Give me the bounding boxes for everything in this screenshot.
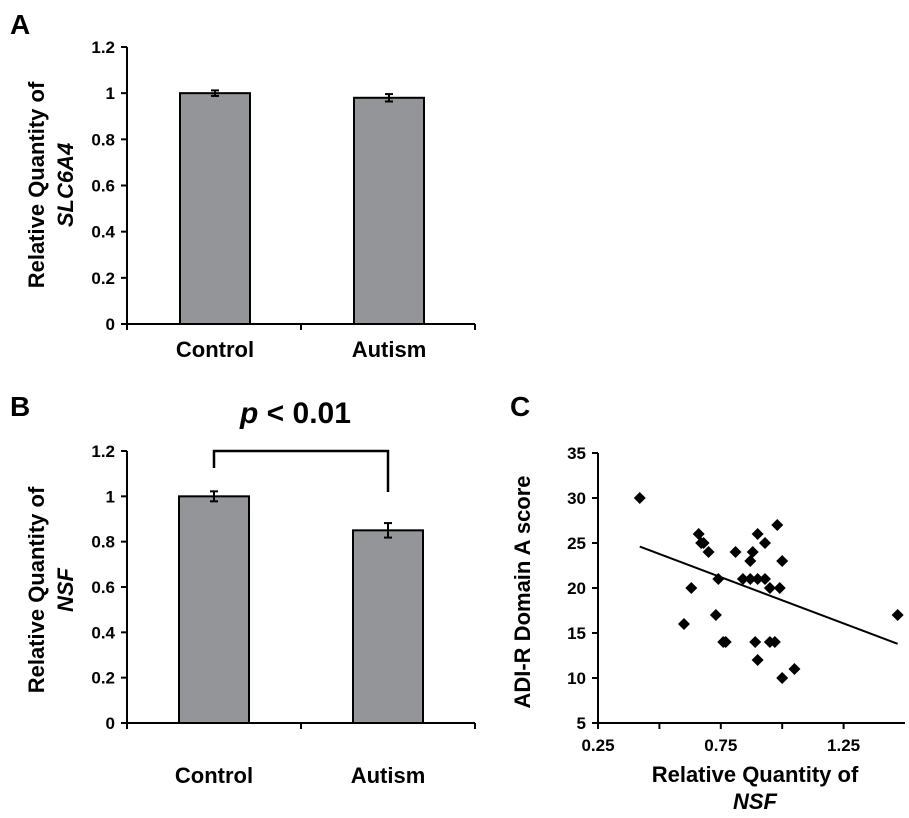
data-point [788, 663, 801, 675]
data-point [719, 636, 732, 648]
panel-b-y-tick-label: 0.2 [91, 669, 115, 688]
panel-c-y-tick-label: 30 [567, 489, 586, 508]
panel-a-y-tick-label: 0.4 [91, 223, 115, 242]
panel-a: A 0 0.2 0.4 0.6 0.8 1 1.2 Control Autism Relat… [10, 9, 476, 362]
data-point [677, 618, 690, 630]
data-point [759, 573, 772, 585]
p-value-annotation: p < 0.01 [239, 397, 351, 430]
data-point [729, 546, 742, 558]
data-point [709, 609, 722, 621]
bar-autism [352, 529, 424, 724]
panel-a-category-label-2: Autism [352, 337, 427, 362]
data-point [685, 582, 698, 594]
panel-c-x-axis-title-line2: NSF [733, 789, 778, 814]
data-point [763, 582, 776, 594]
data-point [633, 492, 646, 504]
data-point [751, 573, 764, 585]
data-point [776, 672, 789, 684]
data-point [736, 573, 749, 585]
error-bar-autism [384, 522, 392, 539]
data-point [773, 582, 786, 594]
panel-letter-c: C [510, 391, 530, 422]
panel-b: B 0 0.2 0.4 0.6 0.8 1 1.2 Control Autism Relat… [10, 391, 476, 788]
panel-c-y-tick-label: 15 [567, 624, 586, 643]
panel-c: C 5 10 15 20 25 30 35 0.25 0.75 1.25 ADI-R Domai… [510, 391, 905, 814]
panel-b-y-tick-label: 0 [106, 714, 115, 733]
data-point [749, 636, 762, 648]
panel-c-y-axis-title: ADI-R Domain A score [510, 475, 535, 708]
p-value-text: < 0.01 [258, 397, 351, 430]
panel-letter-b: B [10, 391, 30, 422]
data-point [776, 555, 789, 567]
panel-b-category-label-1: Control [175, 763, 253, 788]
significance-bracket [212, 449, 390, 492]
panel-c-x-tick-label: 0.75 [704, 736, 737, 755]
data-point [891, 609, 904, 621]
panel-b-y-tick-label: 1.2 [91, 442, 115, 461]
panel-b-y-tick-label: 0.6 [91, 578, 115, 597]
p-value-symbol: p [239, 397, 258, 430]
data-point [746, 546, 759, 558]
panel-a-y-axis-title-line2: SLC6A4 [53, 143, 78, 227]
data-point [697, 537, 710, 549]
panel-c-x-axis-title-line1: Relative Quantity of [652, 762, 859, 787]
panel-b-y-axis-title-line1: Relative Quantity of [24, 486, 49, 693]
data-point [751, 528, 764, 540]
data-point [771, 519, 784, 531]
bar-autism [353, 96, 425, 325]
panel-a-y-tick-label: 0.8 [91, 130, 115, 149]
panel-c-y-tick-label: 20 [567, 579, 586, 598]
data-point [751, 654, 764, 666]
panel-c-y-tick-label: 5 [577, 714, 586, 733]
panel-letter-a: A [10, 9, 30, 40]
panel-b-y-axis-title-line2: NSF [53, 567, 78, 612]
panel-a-y-tick-label: 0 [106, 315, 115, 334]
panel-c-y-tick-label: 35 [567, 444, 586, 463]
data-point [768, 636, 781, 648]
panel-c-y-tick-label: 25 [567, 534, 586, 553]
panel-c-y-tick-label: 10 [567, 669, 586, 688]
panel-b-category-label-2: Autism [351, 763, 426, 788]
panel-a-y-axis-title-line1: Relative Quantity of [24, 81, 49, 288]
panel-a-y-tick-label: 1 [106, 84, 115, 103]
data-point [692, 528, 705, 540]
panel-a-category-label-1: Control [176, 337, 254, 362]
panel-b-y-tick-label: 1 [106, 487, 115, 506]
panel-b-y-tick-label: 0.8 [91, 533, 115, 552]
panel-b-y-tick-label: 0.4 [91, 623, 115, 642]
panel-a-y-tick-label: 0.6 [91, 177, 115, 196]
error-bar-autism [385, 93, 393, 103]
data-point [759, 537, 772, 549]
data-point [702, 546, 715, 558]
data-point [744, 573, 757, 585]
panel-a-y-tick-label: 0.2 [91, 269, 115, 288]
error-bar-control [210, 490, 218, 503]
data-point [712, 573, 725, 585]
panel-c-x-tick-label: 1.25 [827, 736, 860, 755]
panel-c-x-tick-label: 0.25 [581, 736, 614, 755]
data-point [744, 555, 757, 567]
panel-a-y-tick-label: 1.2 [91, 38, 115, 57]
bar-control [178, 495, 250, 725]
error-bar-control [211, 89, 219, 97]
bar-control [179, 92, 251, 325]
trendline [639, 545, 898, 645]
